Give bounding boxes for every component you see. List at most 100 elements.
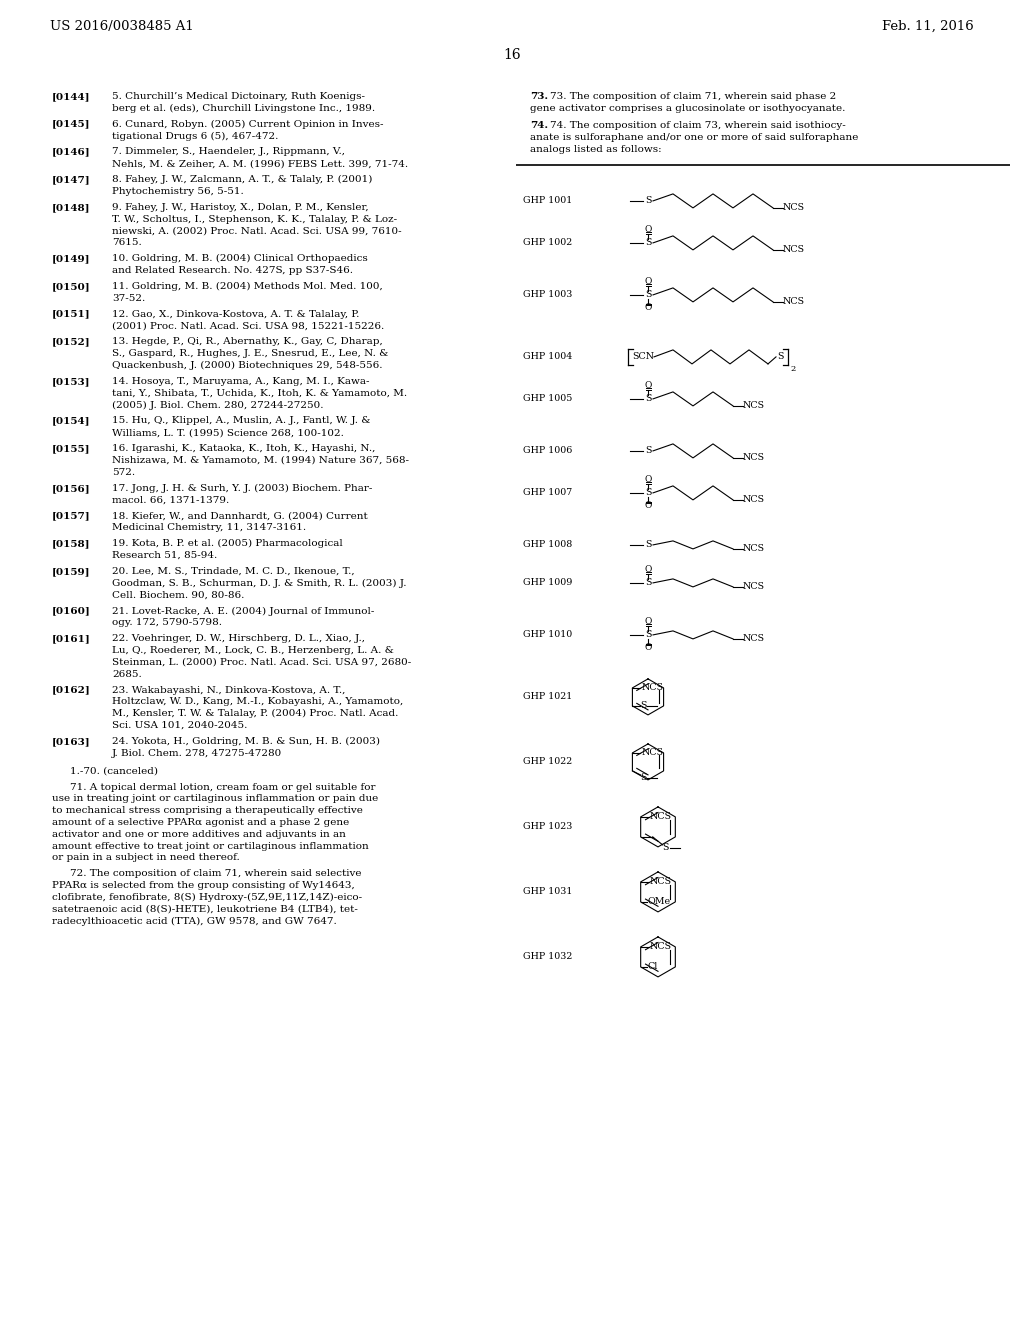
Text: Cell. Biochem. 90, 80-86.: Cell. Biochem. 90, 80-86. bbox=[112, 590, 245, 599]
Text: S: S bbox=[645, 239, 651, 247]
Text: 9. Fahey, J. W., Haristoy, X., Dolan, P. M., Kensler,: 9. Fahey, J. W., Haristoy, X., Dolan, P.… bbox=[112, 203, 369, 213]
Text: [0154]: [0154] bbox=[52, 417, 90, 425]
Text: use in treating joint or cartilaginous inflammation or pain due: use in treating joint or cartilaginous i… bbox=[52, 795, 378, 804]
Text: amount effective to treat joint or cartilaginous inflammation: amount effective to treat joint or carti… bbox=[52, 842, 369, 850]
Text: Holtzclaw, W. D., Kang, M.-I., Kobayashi, A., Yamamoto,: Holtzclaw, W. D., Kang, M.-I., Kobayashi… bbox=[112, 697, 403, 706]
Text: Phytochemistry 56, 5-51.: Phytochemistry 56, 5-51. bbox=[112, 187, 244, 195]
Text: 2: 2 bbox=[790, 364, 796, 372]
Text: Cl: Cl bbox=[647, 962, 658, 972]
Text: [0163]: [0163] bbox=[52, 737, 91, 746]
Text: Sci. USA 101, 2040-2045.: Sci. USA 101, 2040-2045. bbox=[112, 721, 248, 730]
Text: 7. Dimmeler, S., Haendeler, J., Rippmann, V.,: 7. Dimmeler, S., Haendeler, J., Rippmann… bbox=[112, 148, 345, 157]
Text: O: O bbox=[644, 381, 651, 391]
Text: [0157]: [0157] bbox=[52, 511, 91, 520]
Text: S: S bbox=[645, 197, 651, 206]
Text: [0153]: [0153] bbox=[52, 378, 90, 385]
Text: Nehls, M. & Zeiher, A. M. (1996) FEBS Lett. 399, 71-74.: Nehls, M. & Zeiher, A. M. (1996) FEBS Le… bbox=[112, 160, 409, 168]
Text: Goodman, S. B., Schurman, D. J. & Smith, R. L. (2003) J.: Goodman, S. B., Schurman, D. J. & Smith,… bbox=[112, 578, 407, 587]
Text: [0147]: [0147] bbox=[52, 176, 91, 185]
Text: 10. Goldring, M. B. (2004) Clinical Orthopaedics: 10. Goldring, M. B. (2004) Clinical Orth… bbox=[112, 255, 368, 264]
Text: M., Kensler, T. W. & Talalay, P. (2004) Proc. Natl. Acad.: M., Kensler, T. W. & Talalay, P. (2004) … bbox=[112, 709, 398, 718]
Text: NCS: NCS bbox=[743, 544, 765, 553]
Text: 17. Jong, J. H. & Surh, Y. J. (2003) Biochem. Phar-: 17. Jong, J. H. & Surh, Y. J. (2003) Bio… bbox=[112, 483, 373, 492]
Text: GHP 1002: GHP 1002 bbox=[523, 239, 572, 247]
Text: 1.-70. (canceled): 1.-70. (canceled) bbox=[70, 767, 158, 776]
Text: Feb. 11, 2016: Feb. 11, 2016 bbox=[883, 20, 974, 33]
Text: 2685.: 2685. bbox=[112, 669, 141, 678]
Text: GHP 1007: GHP 1007 bbox=[523, 488, 572, 498]
Text: NCS: NCS bbox=[641, 684, 664, 693]
Text: O: O bbox=[644, 475, 651, 484]
Text: activator and one or more additives and adjuvants in an: activator and one or more additives and … bbox=[52, 830, 346, 838]
Text: 16: 16 bbox=[503, 48, 521, 62]
Text: 73.: 73. bbox=[530, 92, 548, 102]
Text: [0146]: [0146] bbox=[52, 148, 91, 157]
Text: analogs listed as follows:: analogs listed as follows: bbox=[530, 145, 662, 154]
Text: O: O bbox=[644, 502, 651, 511]
Text: 74. The composition of claim 73, wherein said isothiocy-: 74. The composition of claim 73, wherein… bbox=[550, 121, 846, 131]
Text: radecylthioacetic acid (TTA), GW 9578, and GW 7647.: radecylthioacetic acid (TTA), GW 9578, a… bbox=[52, 916, 337, 925]
Text: [0144]: [0144] bbox=[52, 92, 90, 102]
Text: (2005) J. Biol. Chem. 280, 27244-27250.: (2005) J. Biol. Chem. 280, 27244-27250. bbox=[112, 400, 324, 409]
Text: 12. Gao, X., Dinkova-Kostova, A. T. & Talalay, P.: 12. Gao, X., Dinkova-Kostova, A. T. & Ta… bbox=[112, 310, 359, 318]
Text: GHP 1010: GHP 1010 bbox=[523, 631, 572, 639]
Text: S: S bbox=[640, 774, 647, 783]
Text: 22. Voehringer, D. W., Hirschberg, D. L., Xiao, J.,: 22. Voehringer, D. W., Hirschberg, D. L.… bbox=[112, 634, 365, 643]
Text: NCS: NCS bbox=[743, 582, 765, 591]
Text: clofibrate, fenofibrate, 8(S) Hydroxy-(5Z,9E,11Z,14Z)-eico-: clofibrate, fenofibrate, 8(S) Hydroxy-(5… bbox=[52, 892, 362, 902]
Text: [0149]: [0149] bbox=[52, 255, 90, 263]
Text: S: S bbox=[645, 631, 651, 639]
Text: J. Biol. Chem. 278, 47275-47280: J. Biol. Chem. 278, 47275-47280 bbox=[112, 748, 283, 758]
Text: 8. Fahey, J. W., Zalcmann, A. T., & Talaly, P. (2001): 8. Fahey, J. W., Zalcmann, A. T., & Tala… bbox=[112, 176, 373, 185]
Text: berg et al. (eds), Churchill Livingstone Inc., 1989.: berg et al. (eds), Churchill Livingstone… bbox=[112, 104, 375, 114]
Text: anate is sulforaphane and/or one or more of said sulforaphane: anate is sulforaphane and/or one or more… bbox=[530, 133, 858, 143]
Text: NCS: NCS bbox=[743, 635, 765, 643]
Text: niewski, A. (2002) Proc. Natl. Acad. Sci. USA 99, 7610-: niewski, A. (2002) Proc. Natl. Acad. Sci… bbox=[112, 227, 401, 235]
Text: 7615.: 7615. bbox=[112, 239, 141, 247]
Text: [0148]: [0148] bbox=[52, 203, 90, 213]
Text: Quackenbush, J. (2000) Biotechniques 29, 548-556.: Quackenbush, J. (2000) Biotechniques 29,… bbox=[112, 362, 383, 370]
Text: satetraenoic acid (8(S)-HETE), leukotriene B4 (LTB4), tet-: satetraenoic acid (8(S)-HETE), leukotrie… bbox=[52, 904, 357, 913]
Text: S: S bbox=[645, 446, 651, 455]
Text: NCS: NCS bbox=[783, 246, 805, 255]
Text: 6. Cunard, Robyn. (2005) Current Opinion in Inves-: 6. Cunard, Robyn. (2005) Current Opinion… bbox=[112, 120, 384, 129]
Text: GHP 1005: GHP 1005 bbox=[523, 395, 572, 404]
Text: 71. A topical dermal lotion, cream foam or gel suitable for: 71. A topical dermal lotion, cream foam … bbox=[70, 783, 376, 792]
Text: GHP 1008: GHP 1008 bbox=[523, 540, 572, 549]
Text: S: S bbox=[645, 395, 651, 404]
Text: Lu, Q., Roederer, M., Lock, C. B., Herzenberg, L. A. &: Lu, Q., Roederer, M., Lock, C. B., Herze… bbox=[112, 645, 394, 655]
Text: tani, Y., Shibata, T., Uchida, K., Itoh, K. & Yamamoto, M.: tani, Y., Shibata, T., Uchida, K., Itoh,… bbox=[112, 389, 408, 397]
Text: GHP 1032: GHP 1032 bbox=[523, 953, 572, 961]
Text: PPARα is selected from the group consisting of Wy14643,: PPARα is selected from the group consist… bbox=[52, 880, 354, 890]
Text: NCS: NCS bbox=[649, 878, 672, 887]
Text: [0159]: [0159] bbox=[52, 568, 90, 576]
Text: macol. 66, 1371-1379.: macol. 66, 1371-1379. bbox=[112, 495, 229, 504]
Text: S: S bbox=[645, 290, 651, 300]
Text: NCS: NCS bbox=[783, 297, 805, 306]
Text: S: S bbox=[663, 843, 669, 853]
Text: US 2016/0038485 A1: US 2016/0038485 A1 bbox=[50, 20, 194, 33]
Text: 16. Igarashi, K., Kataoka, K., Itoh, K., Hayashi, N.,: 16. Igarashi, K., Kataoka, K., Itoh, K.,… bbox=[112, 445, 376, 453]
Text: or pain in a subject in need thereof.: or pain in a subject in need thereof. bbox=[52, 853, 240, 862]
Text: GHP 1009: GHP 1009 bbox=[523, 578, 572, 587]
Text: O: O bbox=[644, 226, 651, 235]
Text: NCS: NCS bbox=[649, 812, 672, 821]
Text: 24. Yokota, H., Goldring, M. B. & Sun, H. B. (2003): 24. Yokota, H., Goldring, M. B. & Sun, H… bbox=[112, 737, 380, 746]
Text: O: O bbox=[644, 618, 651, 627]
Text: NCS: NCS bbox=[649, 942, 672, 952]
Text: 13. Hegde, P., Qi, R., Abernathy, K., Gay, C, Dharap,: 13. Hegde, P., Qi, R., Abernathy, K., Ga… bbox=[112, 338, 383, 346]
Text: O: O bbox=[644, 643, 651, 652]
Text: S., Gaspard, R., Hughes, J. E., Snesrud, E., Lee, N. &: S., Gaspard, R., Hughes, J. E., Snesrud,… bbox=[112, 350, 388, 358]
Text: S: S bbox=[645, 488, 651, 498]
Text: O: O bbox=[644, 277, 651, 286]
Text: [0161]: [0161] bbox=[52, 634, 91, 643]
Text: 74.: 74. bbox=[530, 121, 548, 131]
Text: GHP 1021: GHP 1021 bbox=[523, 693, 572, 701]
Text: 23. Wakabayashi, N., Dinkova-Kostova, A. T.,: 23. Wakabayashi, N., Dinkova-Kostova, A.… bbox=[112, 685, 345, 694]
Text: Williams, L. T. (1995) Science 268, 100-102.: Williams, L. T. (1995) Science 268, 100-… bbox=[112, 428, 344, 437]
Text: 15. Hu, Q., Klippel, A., Muslin, A. J., Fantl, W. J. &: 15. Hu, Q., Klippel, A., Muslin, A. J., … bbox=[112, 417, 371, 425]
Text: GHP 1023: GHP 1023 bbox=[523, 822, 572, 832]
Text: [0145]: [0145] bbox=[52, 120, 90, 129]
Text: and Related Research. No. 427S, pp S37-S46.: and Related Research. No. 427S, pp S37-S… bbox=[112, 267, 353, 275]
Text: [0155]: [0155] bbox=[52, 445, 90, 453]
